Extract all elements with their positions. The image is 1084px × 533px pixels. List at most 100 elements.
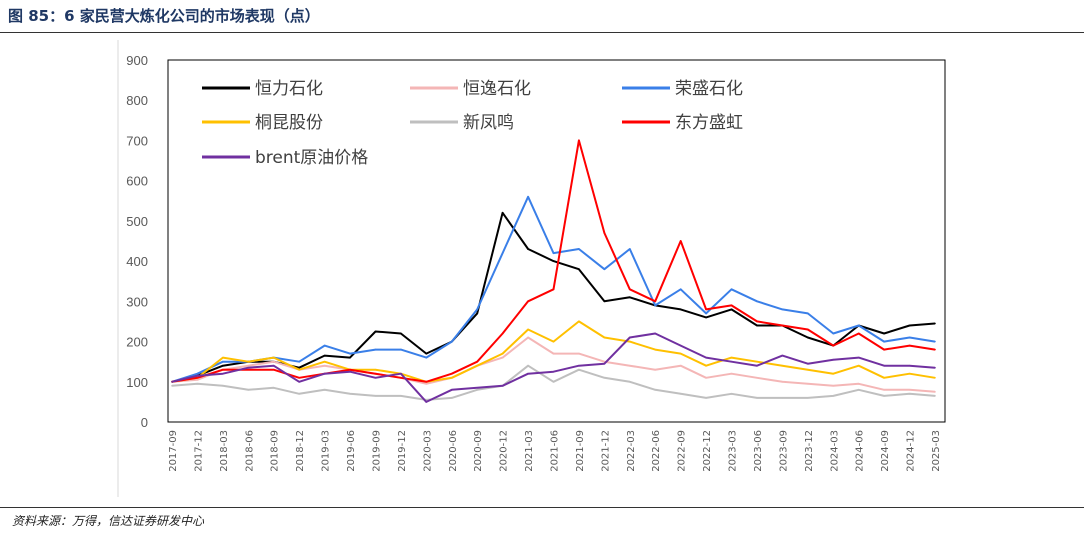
data-point: [298, 360, 300, 363]
data-point: [654, 348, 657, 351]
data-point: [527, 195, 529, 198]
x-tick-label: 2019-12: [397, 430, 408, 472]
data-point: [298, 368, 300, 371]
data-point: [883, 340, 885, 343]
data-point: [781, 324, 784, 327]
x-tick-label: 2020-12: [499, 430, 510, 472]
data-point: [679, 240, 682, 242]
x-tick-label: 2022-03: [626, 430, 637, 472]
x-tick-label: 2020-03: [422, 430, 433, 472]
data-point: [374, 330, 377, 333]
data-point: [781, 354, 784, 357]
data-point: [730, 288, 733, 291]
data-point: [425, 382, 428, 385]
data-point: [629, 296, 631, 299]
y-tick-label: 700: [126, 133, 148, 148]
data-point: [807, 336, 809, 339]
data-point: [196, 382, 199, 385]
data-point: [222, 364, 224, 367]
data-point: [934, 376, 936, 379]
data-point: [781, 364, 784, 367]
data-point: [222, 368, 224, 371]
data-point: [908, 344, 911, 347]
data-point: [654, 368, 657, 371]
figure-title: 图 85：6 家民营大炼化公司的市场表现（点）: [8, 7, 320, 25]
data-point: [832, 344, 835, 347]
data-point: [247, 364, 250, 367]
data-point: [679, 288, 682, 291]
x-tick-label: 2023-03: [728, 430, 739, 472]
data-point: [476, 387, 479, 389]
data-point: [629, 364, 631, 367]
x-tick-label: 2024-12: [906, 430, 917, 472]
legend-label: 荣盛石化: [675, 79, 743, 99]
x-tick-label: 2022-06: [651, 430, 662, 472]
data-point: [222, 372, 224, 375]
data-point: [247, 366, 250, 369]
data-point: [679, 352, 682, 355]
data-point: [934, 391, 936, 393]
data-point: [934, 395, 936, 397]
data-point: [603, 376, 606, 379]
data-point: [501, 385, 504, 387]
data-point: [857, 332, 860, 335]
x-tick-label: 2021-03: [524, 430, 535, 472]
x-tick-label: 2018-09: [270, 430, 281, 472]
data-point: [476, 312, 479, 315]
data-point: [883, 348, 885, 351]
data-point: [756, 320, 758, 323]
data-point: [476, 389, 479, 391]
data-point: [857, 324, 860, 327]
x-tick-label: 2023-09: [778, 430, 789, 472]
data-point: [323, 372, 326, 375]
x-tick-label: 2017-09: [168, 430, 179, 472]
data-point: [450, 389, 453, 391]
data-point: [705, 356, 707, 359]
data-point: [781, 380, 784, 383]
x-tick-label: 2018-12: [295, 430, 306, 472]
data-point: [654, 389, 657, 391]
data-point: [883, 395, 885, 397]
data-point: [552, 288, 555, 291]
data-point: [323, 354, 326, 357]
data-point: [349, 368, 351, 371]
data-point: [476, 360, 479, 363]
legend-label: 桐昆股份: [255, 113, 323, 133]
data-point: [527, 364, 529, 367]
plot-frame: [167, 59, 946, 423]
data-point: [578, 364, 580, 367]
data-point: [629, 288, 631, 291]
data-point: [222, 385, 224, 387]
x-tick-label: 2021-06: [550, 430, 561, 472]
data-point: [629, 380, 631, 383]
data-point: [222, 360, 224, 363]
data-point: [450, 372, 453, 375]
data-point: [527, 248, 529, 250]
data-point: [222, 356, 224, 359]
data-point: [654, 304, 657, 307]
data-point: [807, 362, 809, 365]
data-point: [578, 248, 580, 250]
data-point: [654, 332, 657, 335]
data-point: [807, 328, 809, 331]
data-point: [298, 366, 300, 369]
data-point: [908, 389, 911, 391]
x-tick-label: 2019-06: [346, 430, 357, 472]
data-point: [730, 393, 733, 395]
data-point: [501, 356, 504, 359]
data-point: [400, 376, 402, 379]
data-point: [730, 304, 733, 307]
x-tick-label: 2018-03: [219, 430, 230, 472]
data-point: [578, 352, 580, 355]
data-point: [934, 366, 936, 369]
legend-label: 恒力石化: [255, 79, 323, 99]
data-point: [705, 312, 707, 315]
x-tick-label: 2020-06: [448, 430, 459, 472]
data-point: [476, 308, 479, 311]
data-point: [272, 360, 275, 363]
y-tick-label: 100: [126, 375, 148, 390]
data-point: [450, 376, 453, 379]
data-point: [908, 324, 911, 327]
data-point: [578, 368, 580, 371]
